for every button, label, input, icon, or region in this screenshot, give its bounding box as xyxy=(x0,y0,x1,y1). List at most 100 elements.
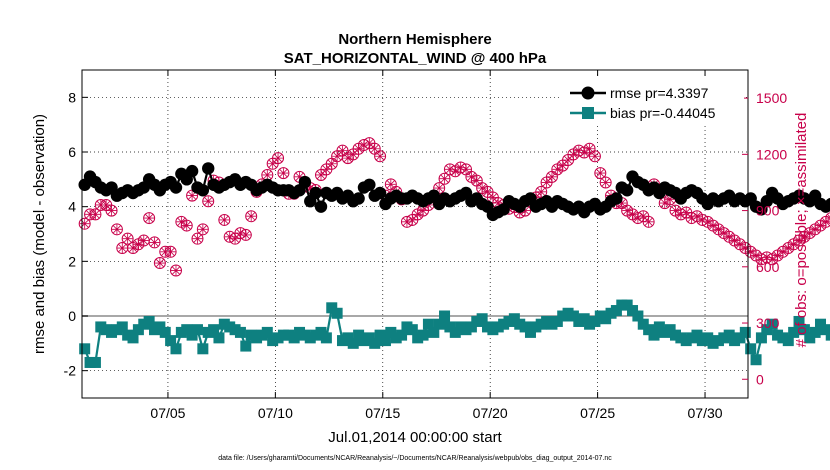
bias-point xyxy=(347,337,359,349)
bias-point xyxy=(476,313,488,325)
obs-assimilated-marker xyxy=(718,228,729,239)
obs-assimilated-marker xyxy=(745,246,756,257)
obs-assimilated-marker xyxy=(342,153,353,164)
obs-assimilated-marker xyxy=(294,171,305,182)
obs-assimilated-marker xyxy=(273,153,284,164)
obs-assimilated-marker xyxy=(740,243,751,254)
y-tick-label: 2 xyxy=(68,253,76,269)
obs-assimilated-marker xyxy=(820,216,830,227)
obs-assimilated-marker xyxy=(316,169,327,180)
obs-count-point xyxy=(599,176,612,189)
obs-assimilated-marker xyxy=(477,183,488,194)
obs-assimilated-marker xyxy=(772,250,783,261)
obs-count-point xyxy=(121,232,134,245)
obs-assimilated-marker xyxy=(729,235,740,246)
obs-assimilated-marker xyxy=(659,198,670,209)
obs-count-point xyxy=(89,208,102,221)
obs-assimilated-marker xyxy=(192,233,203,244)
bias-point xyxy=(433,318,445,330)
obs-assimilated-marker xyxy=(799,231,810,242)
obs-assimilated-marker xyxy=(563,154,574,165)
rmse-point xyxy=(610,192,623,205)
rmse-series xyxy=(78,162,830,222)
obs-assimilated-marker xyxy=(117,243,128,254)
rmse-point xyxy=(314,200,328,213)
y2-tick-label: 1200 xyxy=(756,146,787,162)
obs-assimilated-marker xyxy=(170,265,181,276)
obs-count-point xyxy=(137,234,150,247)
obs-assimilated-marker xyxy=(240,229,251,240)
obs-assimilated-marker xyxy=(627,209,638,220)
obs-count-point xyxy=(588,150,601,163)
y2-tick-label: 0 xyxy=(756,371,764,387)
obs-assimilated-marker xyxy=(702,216,713,227)
plot-frame xyxy=(81,69,749,399)
bias-point xyxy=(788,326,800,338)
obs-possible-marker xyxy=(642,215,655,228)
obs-assimilated-marker xyxy=(815,220,826,231)
obs-count-point xyxy=(164,245,177,258)
obs-count-point xyxy=(594,167,607,180)
obs-assimilated-marker xyxy=(589,151,600,162)
chart-title: Northern Hemisphere xyxy=(338,31,491,48)
y-axis-right: 0 300 600 900 1200 1500 xyxy=(742,90,787,387)
rmse-point xyxy=(352,192,365,205)
obs-assimilated-marker xyxy=(165,246,176,257)
obs-possible-marker xyxy=(78,217,91,230)
obs-assimilated-marker xyxy=(471,175,482,186)
y-tick-label: 6 xyxy=(68,144,76,160)
obs-assimilated-marker xyxy=(461,164,472,175)
bias-point xyxy=(766,318,778,330)
obs-assimilated-marker xyxy=(364,138,375,149)
obs-assimilated-marker xyxy=(794,235,805,246)
obs-assimilated-marker xyxy=(434,183,445,194)
legend-rmse-label: rmse pr=4.3397 xyxy=(610,85,709,101)
x-tick-label: 07/25 xyxy=(580,405,615,421)
obs-possible-marker xyxy=(272,152,285,165)
bias-point xyxy=(208,324,220,336)
y-axis-left: -2 0 2 4 6 8 xyxy=(64,89,88,379)
obs-possible-marker xyxy=(164,245,177,258)
obs-assimilated-marker xyxy=(418,205,429,216)
x-tick-label: 07/10 xyxy=(258,405,293,421)
obs-count-point xyxy=(825,212,830,224)
obs-assimilated-marker xyxy=(724,231,735,242)
obs-count-point xyxy=(180,219,193,232)
obs-assimilated-marker xyxy=(584,143,595,154)
bias-series xyxy=(79,299,830,368)
obs-possible-marker xyxy=(153,257,166,270)
obs-assimilated-marker xyxy=(767,254,778,265)
bias-point xyxy=(331,307,343,319)
obs-assimilated-marker xyxy=(106,205,117,216)
bias-point xyxy=(809,326,821,338)
bias-point xyxy=(782,335,794,347)
obs-assimilated-marker xyxy=(783,243,794,254)
obs-assimilated-marker xyxy=(369,143,380,154)
obs-assimilated-marker xyxy=(579,147,590,158)
obs-assimilated-marker xyxy=(267,158,278,169)
obs-possible-marker xyxy=(374,150,387,163)
obs-assimilated-marker xyxy=(262,169,273,180)
legend: rmse pr=4.3397 bias pr=-0.44045 xyxy=(562,76,744,126)
obs-possible-marker xyxy=(143,212,156,225)
y2-tick-label: 600 xyxy=(756,259,780,275)
footnote: data file: /Users/gharamti/Documents/NCA… xyxy=(218,455,612,462)
obs-assimilated-marker xyxy=(246,211,257,222)
obs-count-point xyxy=(272,152,285,165)
obs-possible-marker xyxy=(121,232,134,245)
obs-assimilated-marker xyxy=(665,194,676,205)
obs-assimilated-marker xyxy=(751,250,762,261)
obs-possible-marker xyxy=(588,150,601,163)
bias-point xyxy=(745,343,757,355)
obs-count-point xyxy=(368,142,381,155)
bias-point xyxy=(127,332,139,344)
obs-count-point xyxy=(110,223,123,236)
obs-possible-marker xyxy=(169,264,182,277)
bias-point xyxy=(234,326,246,338)
obs-assimilated-marker xyxy=(708,220,719,231)
obs-assimilated-marker xyxy=(777,246,788,257)
obs-possible-marker xyxy=(245,210,258,223)
obs-possible-marker xyxy=(535,185,548,198)
obs-count-point xyxy=(535,185,548,198)
obs-assimilated-marker xyxy=(804,228,815,239)
